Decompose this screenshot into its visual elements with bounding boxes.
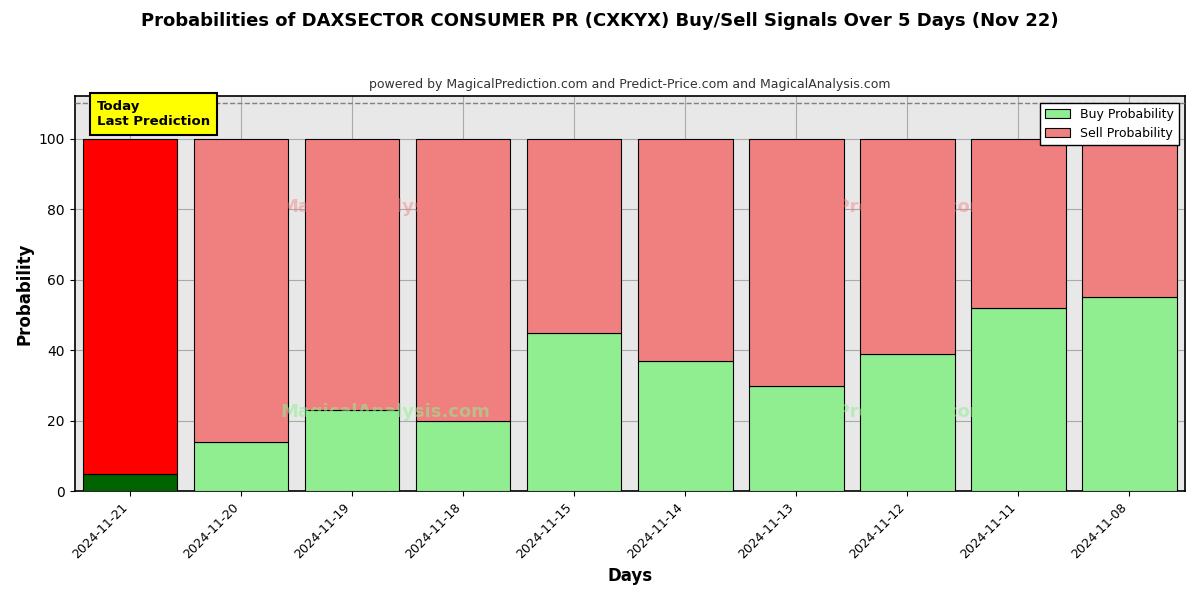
Bar [1082, 139, 1177, 298]
Legend: Buy Probability, Sell Probability: Buy Probability, Sell Probability [1040, 103, 1178, 145]
X-axis label: Days: Days [607, 567, 653, 585]
Bar [194, 442, 288, 491]
Bar [416, 139, 510, 421]
Bar [971, 308, 1066, 491]
Bar [860, 139, 955, 354]
Text: Probabilities of DAXSECTOR CONSUMER PR (CXKYX) Buy/Sell Signals Over 5 Days (Nov: Probabilities of DAXSECTOR CONSUMER PR (… [142, 12, 1058, 30]
Bar [638, 139, 732, 361]
Text: MagicalPrediction.com: MagicalPrediction.com [760, 403, 989, 421]
Bar [305, 410, 400, 491]
Text: Today
Last Prediction: Today Last Prediction [97, 100, 210, 128]
Y-axis label: Probability: Probability [16, 242, 34, 345]
Bar [83, 474, 178, 491]
Text: MagicalAnalysis.com: MagicalAnalysis.com [281, 403, 491, 421]
Bar [971, 139, 1066, 308]
Text: MagicalPrediction.com: MagicalPrediction.com [760, 198, 989, 216]
Text: MagicalAnalysis.com: MagicalAnalysis.com [281, 198, 491, 216]
Title: powered by MagicalPrediction.com and Predict-Price.com and MagicalAnalysis.com: powered by MagicalPrediction.com and Pre… [370, 78, 890, 91]
Bar [527, 332, 622, 491]
Bar [638, 361, 732, 491]
Bar [194, 139, 288, 442]
Bar [305, 139, 400, 410]
Bar [860, 354, 955, 491]
Bar [83, 139, 178, 474]
Bar [749, 386, 844, 491]
Bar [749, 139, 844, 386]
Bar [1082, 298, 1177, 491]
Bar [416, 421, 510, 491]
Bar [527, 139, 622, 332]
